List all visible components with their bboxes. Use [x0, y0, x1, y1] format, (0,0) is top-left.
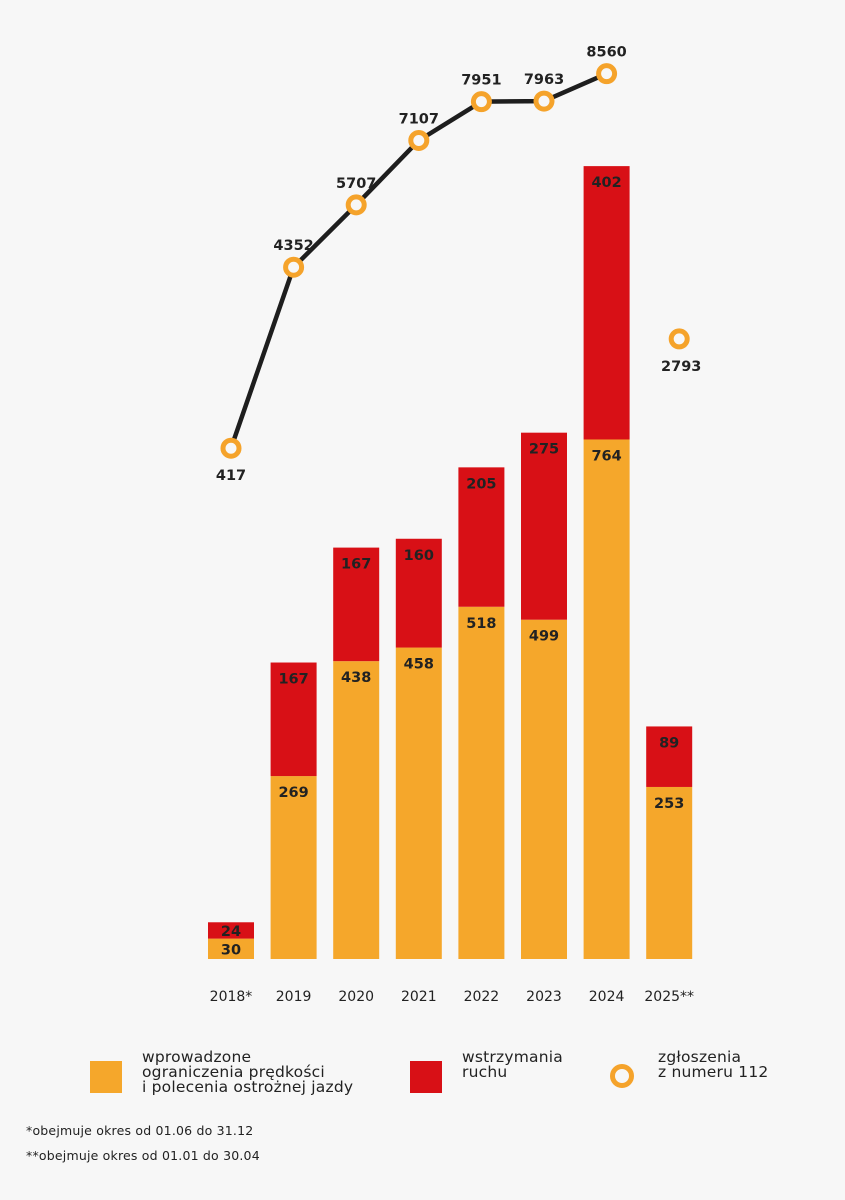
labels-layer: 30 24 2018* 269 167 2019 438 167 2020 458 160 2021 5…	[210, 45, 702, 1005]
line-layer	[220, 63, 690, 459]
x-tick-label-2: 2020	[338, 989, 374, 1005]
bar-speed-limits-5	[521, 619, 567, 959]
x-tick-label-4: 2022	[464, 989, 500, 1005]
bar-speed-limits-3	[395, 647, 442, 959]
bar-speed-limits-0	[208, 938, 254, 959]
chart: 30 24 2018* 269 167 2019 438 167 2020 458 160 2021 5…	[208, 45, 702, 1005]
calls-label-3: 7107	[399, 111, 439, 127]
legend-label-112-calls: zgłoszenia z numeru 112	[658, 1048, 769, 1081]
bar-traffic-stops-6	[583, 166, 630, 440]
legend: wprowadzone ograniczenia prędkości i pol…	[0, 1048, 845, 1110]
bar-traffic-stops-4	[458, 467, 505, 607]
bar-label-traffic-stops-3: 160	[404, 548, 434, 564]
legend-item-traffic-stops: wstrzymania ruchu	[410, 1048, 563, 1093]
bar-speed-limits-1	[270, 776, 317, 959]
bar-label-traffic-stops-7: 89	[659, 735, 679, 751]
calls-point-4	[470, 91, 492, 113]
ring-marker-icon	[610, 1064, 634, 1088]
bar-label-traffic-stops-2: 167	[341, 557, 371, 573]
calls-point-1	[283, 256, 305, 278]
bar-traffic-stops-7	[646, 726, 693, 787]
bar-traffic-stops-2	[333, 547, 380, 662]
calls-label-0: 417	[216, 468, 246, 484]
bar-traffic-stops-0	[208, 922, 254, 939]
bars-layer	[208, 166, 693, 960]
x-tick-label-7: 2025**	[644, 989, 694, 1005]
x-tick-label-6: 2024	[589, 989, 625, 1005]
footnote-2018: *obejmuje okres od 01.06 do 31.12	[26, 1123, 254, 1138]
legend-item-speed-limits: wprowadzone ograniczenia prędkości i pol…	[90, 1048, 354, 1096]
x-tick-label-5: 2023	[526, 989, 562, 1005]
calls-label-2: 5707	[336, 176, 376, 192]
bar-speed-limits-7	[646, 786, 693, 959]
bar-traffic-stops-3	[395, 538, 442, 648]
bar-traffic-stops-5	[521, 432, 567, 620]
calls-point-0	[220, 437, 242, 459]
bar-label-speed-limits-2: 438	[341, 670, 371, 686]
bar-label-speed-limits-7: 253	[654, 796, 684, 812]
legend-label-traffic-stops: wstrzymania ruchu	[462, 1048, 563, 1081]
bar-label-speed-limits-0: 30	[221, 942, 241, 958]
calls-label-4: 7951	[461, 73, 501, 89]
calls-label-6: 8560	[586, 45, 626, 61]
bar-speed-limits-6	[583, 439, 630, 960]
x-tick-label-3: 2021	[401, 989, 437, 1005]
calls-point-2	[345, 194, 367, 216]
bar-label-speed-limits-1: 269	[278, 785, 308, 801]
legend-label-speed-limits: wprowadzone ograniczenia prędkości i pol…	[142, 1048, 354, 1096]
bar-label-traffic-stops-5: 275	[529, 442, 559, 458]
bar-speed-limits-2	[333, 661, 380, 959]
bar-traffic-stops-1	[270, 662, 317, 777]
calls-point-3	[408, 129, 430, 151]
calls-point-5	[533, 90, 555, 112]
legend-swatch-red	[410, 1061, 442, 1093]
calls-label-1: 4352	[273, 238, 313, 254]
calls-label-7: 2793	[661, 359, 701, 375]
bar-label-speed-limits-6: 764	[591, 448, 621, 464]
bar-label-traffic-stops-6: 402	[591, 175, 621, 191]
bar-label-speed-limits-5: 499	[529, 629, 559, 645]
calls-label-5: 7963	[524, 72, 564, 88]
calls-point-6	[596, 63, 618, 85]
x-tick-label-0: 2018*	[210, 989, 253, 1005]
bar-label-speed-limits-3: 458	[404, 657, 434, 673]
bar-label-speed-limits-4: 518	[466, 616, 496, 632]
bar-speed-limits-4	[458, 606, 505, 959]
footnote-2025: **obejmuje okres od 01.01 do 30.04	[26, 1148, 260, 1163]
bar-label-traffic-stops-1: 167	[278, 672, 308, 688]
bar-label-traffic-stops-0: 24	[221, 924, 241, 940]
calls-point-7	[668, 328, 690, 350]
legend-item-112-calls: zgłoszenia z numeru 112	[604, 1048, 769, 1088]
x-tick-label-1: 2019	[276, 989, 312, 1005]
bar-label-traffic-stops-4: 205	[466, 476, 496, 492]
legend-swatch-orange	[90, 1061, 122, 1093]
